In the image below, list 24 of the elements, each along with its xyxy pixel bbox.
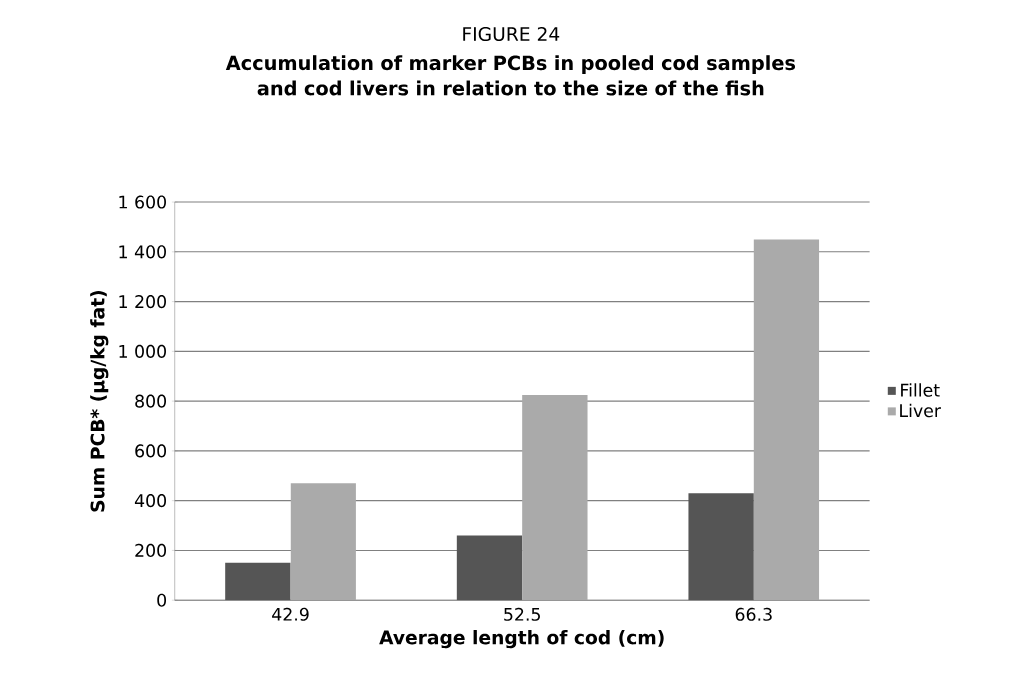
bar [753,239,820,601]
x-tick-label: 66.3 [735,607,772,621]
y-tick-label: 400 [134,494,167,508]
legend-label: Liver [900,403,941,418]
x-tick-label: 42.9 [272,607,309,621]
bar [522,394,588,601]
legend-label: Fillet [901,383,940,397]
y-axis-title: Sum PCB* (µg/kg fat) [90,290,109,512]
y-tick-label: 1 200 [119,294,166,309]
bar [290,483,356,601]
y-tick-label: 0 [157,593,167,607]
chart-subtitle: FIGURE 24 [463,26,560,41]
bar [688,493,754,601]
x-axis-title: Average length of cod (cm) [379,629,664,649]
y-tick-label: 200 [135,543,167,557]
y-tick-label: 1 400 [119,245,166,259]
y-tick-label: 1 000 [119,344,166,358]
chart-title: Accumulation of marker PCBs in pooled cod samples and cod livers in relation to the size of the fish [225,55,796,96]
y-tick-label: 600 [135,444,167,458]
bar [456,535,523,601]
x-tick-label: 52.5 [504,607,540,621]
bar [225,562,291,601]
y-tick-label: 800 [135,394,167,408]
y-tick-label: 1 600 [119,195,166,209]
